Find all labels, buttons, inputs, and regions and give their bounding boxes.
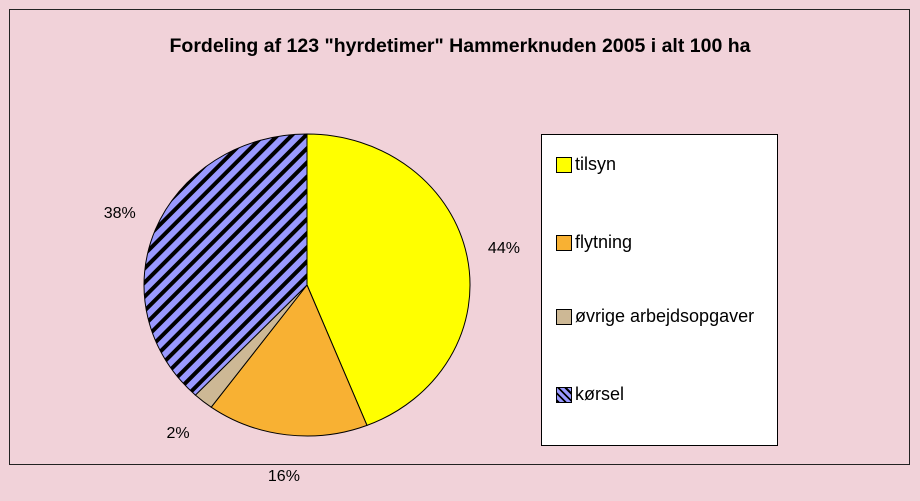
legend-swatch (556, 309, 572, 325)
legend-item: flytning (556, 231, 765, 253)
legend-label: flytning (575, 232, 633, 252)
pie-slice (210, 284, 368, 437)
chart-frame (9, 9, 910, 465)
legend-item: øvrige arbejdsopgaver (556, 305, 765, 327)
legend-label: tilsyn (575, 154, 617, 174)
chart-title: Fordeling af 123 "hyrdetimer" Hammerknud… (169, 35, 751, 57)
legend-swatch (556, 157, 572, 173)
data-label: 44% (488, 240, 520, 257)
data-label: 2% (166, 425, 189, 442)
pie-slice (306, 133, 471, 427)
legend-label: kørsel (575, 384, 624, 404)
data-label: 38% (104, 205, 136, 222)
legend-item: kørsel (556, 383, 765, 405)
data-label: 16% (268, 468, 300, 485)
legend: tilsyn flytning øvrige arbejdsopgaver kørse… (541, 134, 778, 446)
legend-swatch (556, 235, 572, 251)
legend-item: tilsyn (556, 153, 765, 175)
pie-slice (143, 133, 308, 396)
legend-label: øvrige arbejdsopgaver (575, 306, 755, 326)
legend-swatch (556, 387, 572, 403)
